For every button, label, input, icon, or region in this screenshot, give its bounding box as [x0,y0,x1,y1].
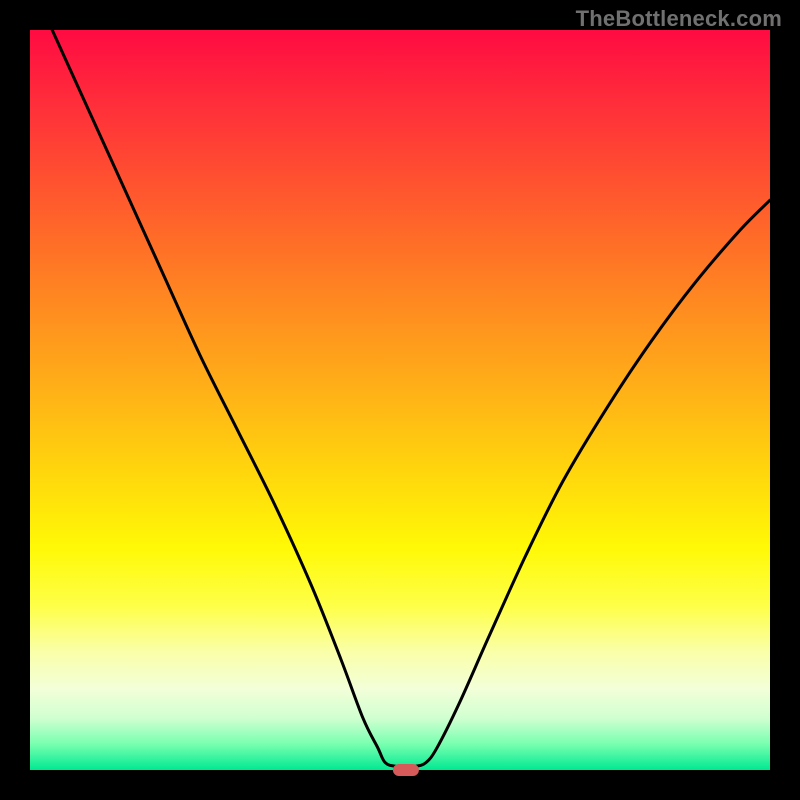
chart-container: TheBottleneck.com [0,0,800,800]
chart-plot-area [30,30,770,770]
target-marker [393,764,419,776]
watermark-text: TheBottleneck.com [576,6,782,32]
bottleneck-chart [0,0,800,800]
